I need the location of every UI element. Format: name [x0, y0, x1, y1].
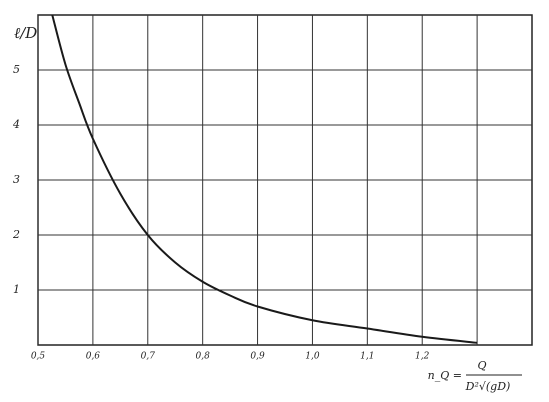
y-tick-label: 3	[13, 173, 20, 186]
y-tick-label: 5	[13, 63, 20, 76]
y-tick-label: 4	[12, 118, 20, 131]
x-tick-label: 1,1	[360, 352, 374, 362]
y-tick-label: 1	[13, 283, 20, 296]
x-label-numerator: Q	[477, 359, 486, 372]
x-tick-label: 0,6	[86, 352, 101, 362]
x-tick-label: 0,5	[31, 352, 46, 362]
x-tick-label: 1,2	[415, 352, 430, 362]
x-label-left: n_Q =	[428, 369, 462, 382]
y-axis-label: ℓ/D	[14, 24, 37, 42]
x-label-denominator: D²√(gD)	[465, 380, 511, 393]
y-tick-label: 2	[12, 228, 20, 241]
x-tick-label: 1,0	[305, 352, 320, 362]
x-tick-label: 0,7	[141, 352, 156, 362]
curve	[51, 14, 478, 344]
x-tick-label: 0,8	[196, 352, 211, 362]
x-tick-label: 0,9	[250, 352, 265, 362]
